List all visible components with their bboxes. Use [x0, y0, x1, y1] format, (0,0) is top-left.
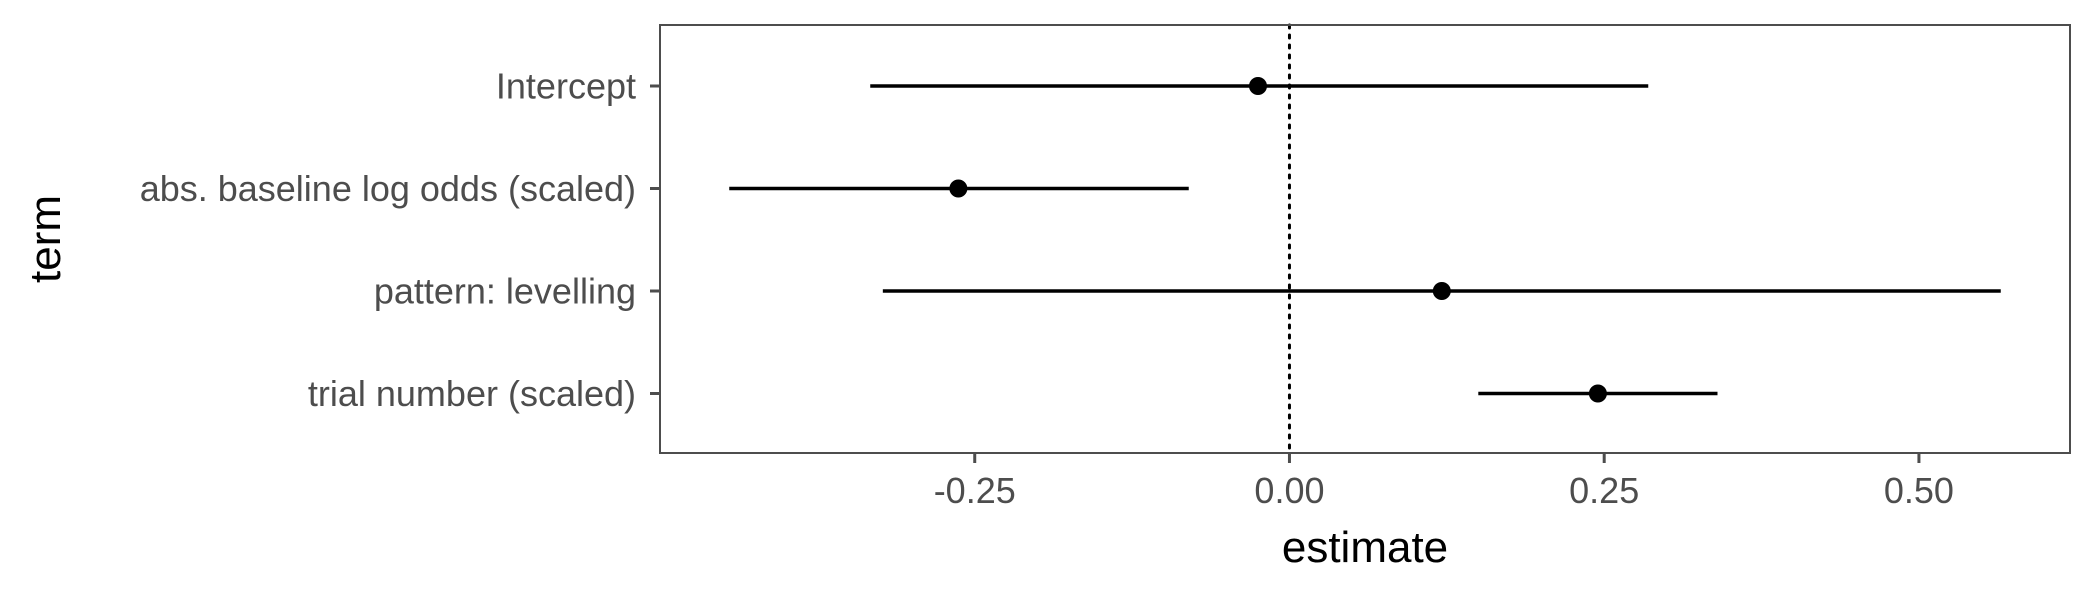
x-tick-label-1: 0.00	[1254, 470, 1324, 511]
estimate-point-1	[949, 179, 968, 198]
plot-area	[729, 23, 2001, 455]
estimate-point-0	[1248, 77, 1267, 95]
y-tick-label-0: Intercept	[496, 66, 636, 107]
y-tick-label-1: abs. baseline log odds (scaled)	[140, 168, 636, 209]
x-axis: -0.25 0.00 0.25 0.50	[934, 453, 1954, 511]
x-tick-label-3: 0.50	[1884, 470, 1954, 511]
x-tick-label-2: 0.25	[1569, 470, 1639, 511]
y-axis: Intercept abs. baseline log odds (scaled)…	[140, 66, 660, 414]
y-tick-label-3: trial number (scaled)	[308, 373, 636, 414]
x-axis-title: estimate	[1282, 523, 1448, 572]
x-tick-label-0: -0.25	[934, 470, 1016, 511]
y-axis-title: term	[21, 195, 70, 283]
estimate-point-2	[1432, 282, 1451, 300]
estimate-point-3	[1588, 384, 1607, 403]
panel-border	[659, 24, 2071, 454]
y-tick-label-2: pattern: levelling	[374, 271, 636, 312]
